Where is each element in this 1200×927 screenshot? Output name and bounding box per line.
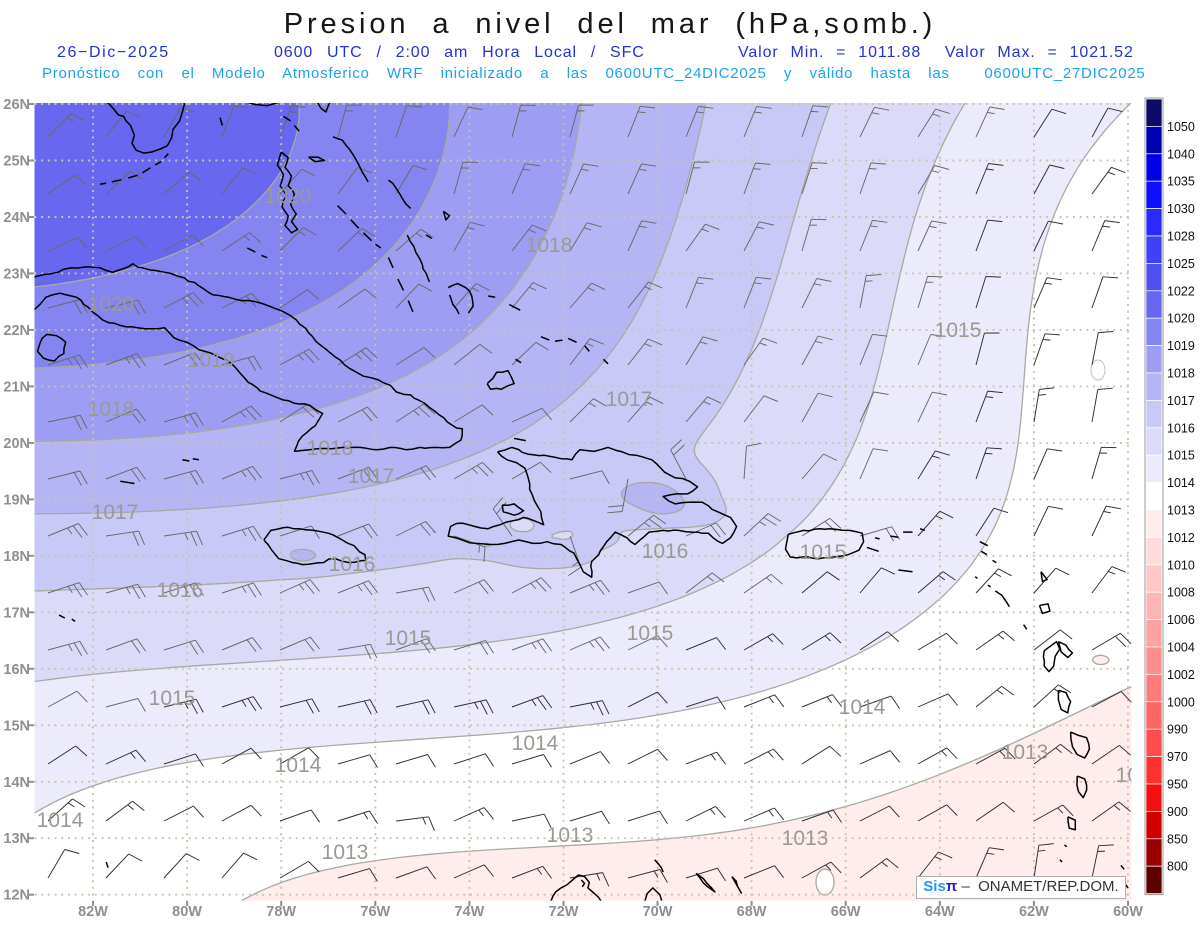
svg-text:1015: 1015	[149, 687, 196, 710]
svg-text:1015: 1015	[627, 622, 674, 645]
svg-text:66W: 66W	[831, 904, 861, 920]
svg-text:1025: 1025	[1167, 257, 1195, 271]
svg-text:1015: 1015	[800, 541, 847, 564]
svg-text:76W: 76W	[360, 904, 390, 920]
svg-text:1015: 1015	[385, 627, 432, 650]
svg-text:1000: 1000	[1167, 695, 1195, 709]
svg-text:13N: 13N	[3, 831, 30, 847]
svg-text:1010: 1010	[1167, 558, 1195, 572]
svg-text:22N: 22N	[3, 323, 30, 339]
svg-text:20N: 20N	[3, 436, 30, 452]
svg-text:990: 990	[1167, 723, 1188, 737]
svg-text:1017: 1017	[348, 465, 395, 488]
svg-text:62W: 62W	[1019, 904, 1049, 920]
svg-text:1002: 1002	[1167, 668, 1195, 682]
svg-text:1012: 1012	[1167, 531, 1195, 545]
svg-text:12N: 12N	[3, 888, 30, 904]
svg-text:82W: 82W	[78, 904, 108, 920]
svg-text:1015: 1015	[1167, 449, 1195, 463]
svg-text:60W: 60W	[1113, 904, 1143, 920]
svg-text:18N: 18N	[3, 549, 30, 565]
svg-text:1040: 1040	[1167, 147, 1195, 161]
svg-text:1017: 1017	[92, 501, 139, 524]
svg-text:1006: 1006	[1167, 613, 1195, 627]
svg-text:1013: 1013	[1002, 741, 1049, 764]
svg-text:1014: 1014	[275, 754, 322, 777]
svg-text:1017: 1017	[1167, 394, 1195, 408]
svg-text:1016: 1016	[157, 579, 204, 602]
svg-text:1022: 1022	[1167, 284, 1195, 298]
svg-text:850: 850	[1167, 832, 1188, 846]
svg-text:17N: 17N	[3, 605, 30, 621]
svg-text:68W: 68W	[737, 904, 767, 920]
svg-text:1030: 1030	[1167, 202, 1195, 216]
svg-text:21N: 21N	[3, 379, 30, 395]
svg-text:1017: 1017	[1116, 764, 1163, 787]
svg-text:1020: 1020	[1167, 312, 1195, 326]
svg-text:1016: 1016	[1167, 421, 1195, 435]
svg-text:80W: 80W	[172, 904, 202, 920]
svg-text:900: 900	[1167, 805, 1188, 819]
svg-text:1013: 1013	[322, 841, 369, 864]
svg-text:16N: 16N	[3, 662, 30, 678]
svg-text:1014: 1014	[839, 696, 886, 719]
svg-text:19N: 19N	[3, 492, 30, 508]
svg-text:1016: 1016	[642, 540, 689, 563]
svg-text:1019: 1019	[1167, 339, 1195, 353]
svg-text:1035: 1035	[1167, 175, 1195, 189]
svg-text:1020: 1020	[265, 185, 312, 208]
svg-text:1019: 1019	[188, 349, 235, 372]
svg-text:1014: 1014	[37, 809, 84, 832]
svg-text:970: 970	[1167, 750, 1188, 764]
svg-text:1015: 1015	[935, 319, 982, 342]
svg-text:78W: 78W	[266, 904, 296, 920]
svg-text:74W: 74W	[454, 904, 484, 920]
svg-text:1017: 1017	[606, 388, 653, 411]
svg-text:1018: 1018	[307, 437, 354, 460]
svg-text:1004: 1004	[1167, 641, 1195, 655]
svg-text:1013: 1013	[1167, 504, 1195, 518]
svg-text:950: 950	[1167, 778, 1188, 792]
svg-text:1014: 1014	[512, 732, 559, 755]
svg-text:23N: 23N	[3, 266, 30, 282]
svg-text:1008: 1008	[1167, 586, 1195, 600]
svg-text:64W: 64W	[925, 904, 955, 920]
svg-text:1018: 1018	[526, 234, 573, 257]
svg-text:1018: 1018	[88, 398, 135, 421]
svg-text:15N: 15N	[3, 718, 30, 734]
svg-text:70W: 70W	[643, 904, 673, 920]
svg-text:26N: 26N	[3, 97, 30, 113]
svg-text:1014: 1014	[1167, 476, 1195, 490]
svg-text:72W: 72W	[549, 904, 579, 920]
svg-text:1018: 1018	[1167, 367, 1195, 381]
svg-text:24N: 24N	[3, 210, 30, 226]
svg-text:25N: 25N	[3, 154, 30, 170]
svg-text:1016: 1016	[329, 553, 376, 576]
svg-text:1050: 1050	[1167, 120, 1195, 134]
svg-text:1020: 1020	[88, 293, 135, 316]
svg-text:1028: 1028	[1167, 230, 1195, 244]
svg-text:1013: 1013	[782, 827, 829, 850]
svg-text:800: 800	[1167, 860, 1188, 874]
svg-text:1013: 1013	[547, 824, 594, 847]
svg-text:14N: 14N	[3, 775, 30, 791]
